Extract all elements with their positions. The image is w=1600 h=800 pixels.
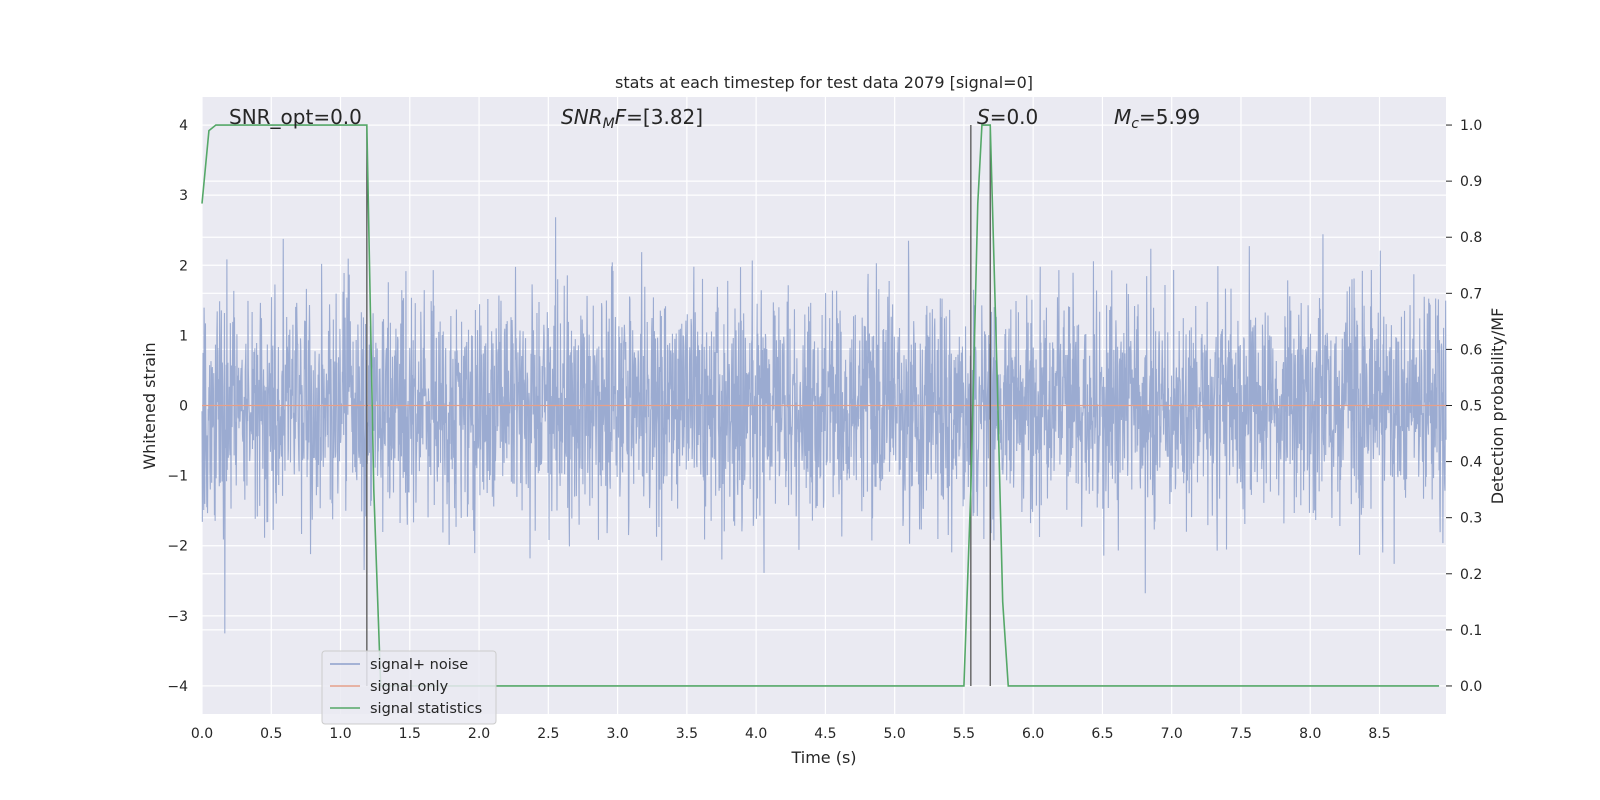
y-tick-label: 2: [179, 258, 188, 274]
x-tick-label: 4.5: [814, 726, 836, 742]
x-tick-label: 5.0: [884, 726, 906, 742]
y-tick-label: 3: [179, 188, 188, 204]
annotation-snr-mf: SNRMF=[3.82]: [561, 105, 703, 132]
y2-tick-label: 0.1: [1460, 623, 1482, 639]
legend-label-stats: signal statistics: [370, 701, 482, 717]
x-tick-label: 5.5: [953, 726, 975, 742]
axis-ticks: 0.0 0.5 1.0 1.5 2.0 2.5 3.0 3.5 4.0 4.5 5.0 5.5 6.0 6…: [167, 118, 1482, 742]
y-tick-label: 1: [179, 328, 188, 344]
y2-tick-label: 0.0: [1460, 679, 1482, 695]
x-tick-label: 3.5: [676, 726, 698, 742]
y2-tick-label: 0.8: [1460, 230, 1482, 246]
y-tick-label: −3: [167, 609, 188, 625]
signal-statistics-series: [201, 124, 1440, 687]
x-tick-label: 8.5: [1368, 726, 1390, 742]
x-tick-label: 7.0: [1161, 726, 1183, 742]
y2-tick-label: 0.9: [1460, 174, 1482, 190]
chart-title: stats at each timestep for test data 207…: [615, 73, 1033, 92]
x-tick-label: 1.5: [399, 726, 421, 742]
x-tick-label: 2.5: [537, 726, 559, 742]
y-tick-label: −2: [167, 539, 188, 555]
y2-tick-label: 0.5: [1460, 399, 1482, 415]
annotation-s: S=0.0: [977, 105, 1038, 129]
x-tick-label: 4.0: [745, 726, 767, 742]
legend-box: [321, 650, 497, 725]
y2-tick-label: 0.4: [1460, 455, 1482, 471]
x-tick-label: 0.0: [191, 726, 213, 742]
signal-statistics-line: [201, 124, 1440, 687]
y2-tick-label: 0.2: [1460, 567, 1482, 583]
x-tick-label: 3.0: [606, 726, 628, 742]
x-tick-label: 1.0: [329, 726, 351, 742]
y2-tick-label: 0.7: [1460, 286, 1482, 302]
y-tick-label: −4: [167, 679, 188, 695]
legend: signal+ noise signal only signal statist…: [321, 650, 497, 725]
vertical-markers: [366, 125, 991, 686]
noise-series: [201, 217, 1447, 634]
noise-line: [201, 217, 1447, 634]
y-tick-label: 0: [179, 399, 188, 415]
x-tick-label: 8.0: [1299, 726, 1321, 742]
y2-tick-label: 0.3: [1460, 511, 1482, 527]
x-axis-label: Time (s): [790, 748, 856, 767]
x-tick-label: 6.0: [1022, 726, 1044, 742]
y-tick-label: −1: [167, 469, 188, 485]
y2-axis-label: Detection probability/MF: [1488, 308, 1507, 505]
annotation-mc: Mc=5.99: [1114, 105, 1200, 132]
legend-label-noise: signal+ noise: [370, 657, 468, 673]
x-tick-label: 2.0: [468, 726, 490, 742]
x-tick-label: 6.5: [1091, 726, 1113, 742]
y2-tick-label: 0.6: [1460, 342, 1482, 358]
annotation-snr-opt: SNR_opt=0.0: [229, 105, 362, 129]
y-tick-label: 4: [179, 118, 188, 134]
legend-label-signal: signal only: [370, 679, 449, 695]
x-tick-label: 0.5: [260, 726, 282, 742]
y2-tick-label: 1.0: [1460, 118, 1482, 134]
y-axis-label: Whitened strain: [140, 342, 159, 469]
x-tick-label: 7.5: [1230, 726, 1252, 742]
